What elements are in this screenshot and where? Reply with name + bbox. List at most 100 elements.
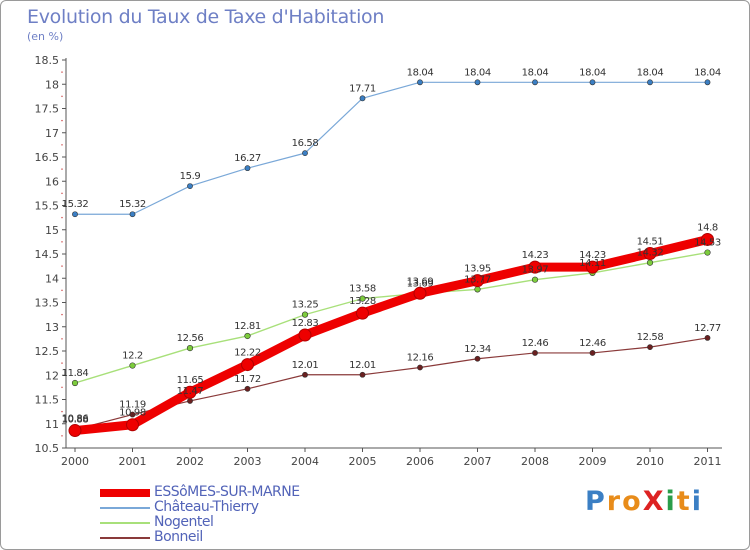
x-tick-label: 2010 bbox=[636, 455, 664, 468]
data-label: 14.23 bbox=[522, 250, 549, 261]
y-minor-tick bbox=[61, 119, 63, 122]
data-point bbox=[129, 211, 136, 218]
x-tick-label: 2008 bbox=[521, 455, 549, 468]
data-label: 16.58 bbox=[292, 138, 319, 149]
data-point bbox=[356, 306, 369, 320]
y-minor-tick bbox=[61, 435, 63, 437]
data-point bbox=[241, 358, 254, 372]
y-tick-label: 17.5 bbox=[35, 103, 60, 116]
data-point bbox=[531, 276, 539, 283]
data-label: 15.32 bbox=[62, 199, 89, 210]
x-tick-label: 2003 bbox=[234, 455, 262, 468]
x-tick-label: 2011 bbox=[694, 455, 722, 468]
data-label: 12.58 bbox=[637, 332, 664, 343]
y-minor-tick bbox=[61, 192, 63, 195]
data-point bbox=[68, 424, 82, 438]
data-label: 12.46 bbox=[579, 338, 606, 349]
y-minor-tick bbox=[61, 144, 63, 146]
y-minor-tick bbox=[61, 95, 63, 98]
data-label: 12.83 bbox=[292, 318, 319, 329]
data-point bbox=[474, 286, 481, 293]
data-point bbox=[532, 350, 538, 356]
y-minor-tick bbox=[61, 241, 63, 243]
y-tick-label: 12.5 bbox=[35, 345, 60, 358]
data-label: 18.04 bbox=[579, 67, 606, 78]
data-point bbox=[589, 79, 596, 86]
data-label: 11.19 bbox=[119, 400, 146, 411]
y-tick-label: 18.5 bbox=[35, 54, 60, 67]
y-tick-label: 13.5 bbox=[35, 297, 60, 310]
legend-swatch bbox=[100, 507, 150, 509]
data-point bbox=[298, 328, 312, 342]
data-point bbox=[647, 344, 653, 351]
x-tick-label: 2009 bbox=[579, 455, 607, 468]
data-point bbox=[187, 183, 193, 189]
legend-swatch bbox=[100, 537, 150, 539]
data-point bbox=[72, 211, 78, 218]
y-minor-tick bbox=[61, 216, 63, 219]
data-label: 14.8 bbox=[697, 222, 718, 233]
data-point bbox=[586, 260, 599, 274]
data-point bbox=[647, 79, 653, 86]
data-point bbox=[183, 385, 197, 399]
data-label: 12.16 bbox=[407, 352, 434, 363]
data-label: 14.11 bbox=[579, 258, 606, 269]
data-point bbox=[359, 95, 366, 102]
data-point bbox=[471, 274, 484, 288]
data-point bbox=[359, 295, 366, 302]
x-tick-label: 2006 bbox=[406, 455, 434, 468]
x-tick-label: 2005 bbox=[349, 455, 377, 468]
data-label: 17.71 bbox=[349, 83, 376, 94]
data-label: 18.04 bbox=[522, 67, 549, 78]
data-label: 12.01 bbox=[349, 360, 376, 371]
y-tick-label: 12 bbox=[45, 369, 59, 382]
y-minor-tick bbox=[61, 410, 63, 413]
data-point bbox=[302, 371, 308, 378]
logo-letter: P bbox=[585, 486, 607, 517]
data-point bbox=[413, 286, 427, 300]
x-tick-label: 2002 bbox=[176, 455, 204, 468]
data-label: 15.32 bbox=[119, 199, 146, 210]
data-point bbox=[301, 311, 309, 318]
logo-letter: r bbox=[606, 486, 623, 517]
y-tick-label: 11.5 bbox=[35, 394, 60, 407]
data-label: 13.97 bbox=[522, 265, 549, 276]
series-line-1 bbox=[74, 81, 709, 215]
y-tick-label: 15 bbox=[45, 224, 59, 237]
data-point bbox=[359, 371, 366, 378]
data-point bbox=[244, 385, 251, 392]
y-minor-tick bbox=[61, 265, 63, 267]
data-point bbox=[71, 379, 79, 387]
data-label: 14.23 bbox=[579, 250, 606, 261]
data-point bbox=[474, 79, 481, 86]
data-label: 13.69 bbox=[407, 278, 434, 289]
series-line-3 bbox=[74, 337, 709, 431]
data-label: 16.27 bbox=[234, 153, 261, 164]
data-point bbox=[532, 79, 538, 86]
data-point bbox=[187, 398, 193, 404]
y-tick-label: 18 bbox=[45, 78, 59, 91]
data-label: 13.25 bbox=[292, 300, 319, 311]
y-tick-label: 16 bbox=[45, 175, 59, 188]
logo-letter: o bbox=[622, 486, 643, 517]
data-point bbox=[417, 364, 423, 371]
y-tick-label: 10.5 bbox=[35, 442, 60, 455]
y-minor-tick bbox=[61, 71, 63, 73]
y-tick-label: 14.5 bbox=[35, 248, 60, 261]
data-label: 11.72 bbox=[234, 374, 261, 385]
data-point bbox=[129, 362, 136, 369]
y-tick-label: 17 bbox=[45, 127, 59, 140]
data-label: 15.9 bbox=[180, 171, 201, 182]
chart-subtitle: (en %) bbox=[27, 30, 64, 43]
data-label: 12.22 bbox=[234, 348, 261, 359]
data-label: 12.77 bbox=[694, 323, 721, 334]
data-point bbox=[643, 247, 657, 261]
data-point bbox=[126, 418, 139, 432]
data-point bbox=[474, 355, 481, 362]
legend-swatch bbox=[100, 489, 150, 497]
legend-item: Nogentel bbox=[100, 514, 360, 531]
x-tick-label: 2004 bbox=[291, 455, 319, 468]
data-point bbox=[129, 411, 136, 418]
data-point bbox=[244, 332, 251, 340]
data-label: 18.04 bbox=[637, 67, 664, 78]
